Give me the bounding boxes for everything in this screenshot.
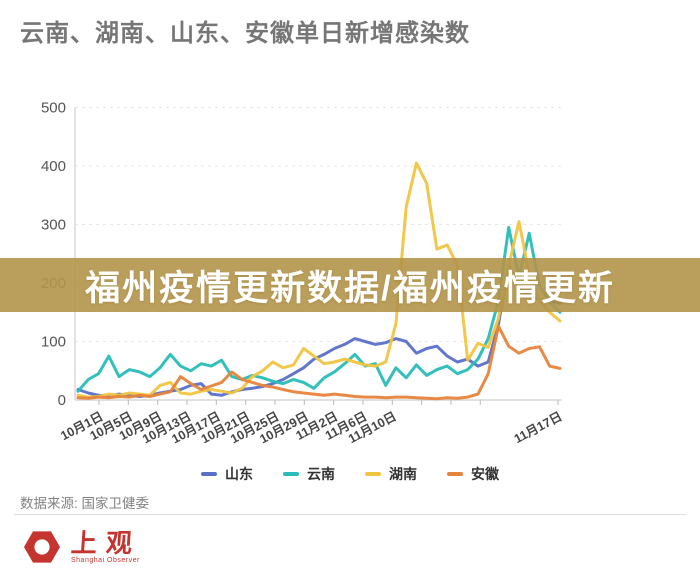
legend-item-湖南[interactable]: 湖南 — [365, 464, 417, 484]
data-source-label: 数据来源: 国家卫健委 — [20, 496, 150, 511]
legend-marker-icon — [201, 472, 217, 476]
y-axis-tick-label: 400 — [41, 158, 66, 175]
y-axis-tick-label: 100 — [41, 334, 66, 351]
shanghai-observer-hexagon-icon — [24, 531, 60, 563]
legend-label: 安徽 — [471, 466, 499, 482]
y-axis-tick-label: 0 — [58, 392, 66, 409]
overlay-banner: 福州疫情更新数据/福州疫情更新 — [0, 258, 700, 312]
series-line-湖南 — [76, 161, 562, 399]
x-axis-tick-label: 11月17日 — [512, 409, 565, 446]
y-axis-tick-label: 500 — [41, 100, 66, 117]
chart-canvas: 010020030040050010月1日10月5日10月9日10月13日10月… — [41, 100, 565, 447]
legend-item-山东[interactable]: 山东 — [201, 464, 253, 484]
legend-marker-icon — [365, 472, 381, 476]
logo-cn-text: 上观 — [69, 528, 143, 558]
legend-marker-icon — [447, 472, 463, 476]
footer-divider — [14, 514, 686, 515]
logo-text: 上观 Shanghai Observer — [69, 528, 143, 564]
legend-label: 山东 — [225, 466, 253, 482]
legend-marker-icon — [283, 472, 299, 476]
y-axis-tick-label: 300 — [41, 217, 66, 234]
line-chart: 010020030040050010月1日10月5日10月9日10月13日10月… — [41, 100, 565, 447]
legend-label: 湖南 — [389, 466, 417, 482]
series-line-云南 — [76, 225, 562, 393]
legend-label: 云南 — [307, 466, 335, 482]
chart-legend: 山东 云南 湖南 安徽 — [0, 462, 700, 486]
overlay-banner-text: 福州疫情更新数据/福州疫情更新 — [85, 268, 615, 308]
logo-en-text: Shanghai Observer — [71, 557, 140, 564]
series-line-安徽 — [76, 324, 562, 401]
legend-item-安徽[interactable]: 安徽 — [447, 464, 499, 484]
publisher-logo: 上观 Shanghai Observer — [22, 527, 143, 567]
page-title: 云南、湖南、山东、安徽单日新增感染数 — [20, 20, 470, 47]
legend-item-云南[interactable]: 云南 — [283, 464, 335, 484]
